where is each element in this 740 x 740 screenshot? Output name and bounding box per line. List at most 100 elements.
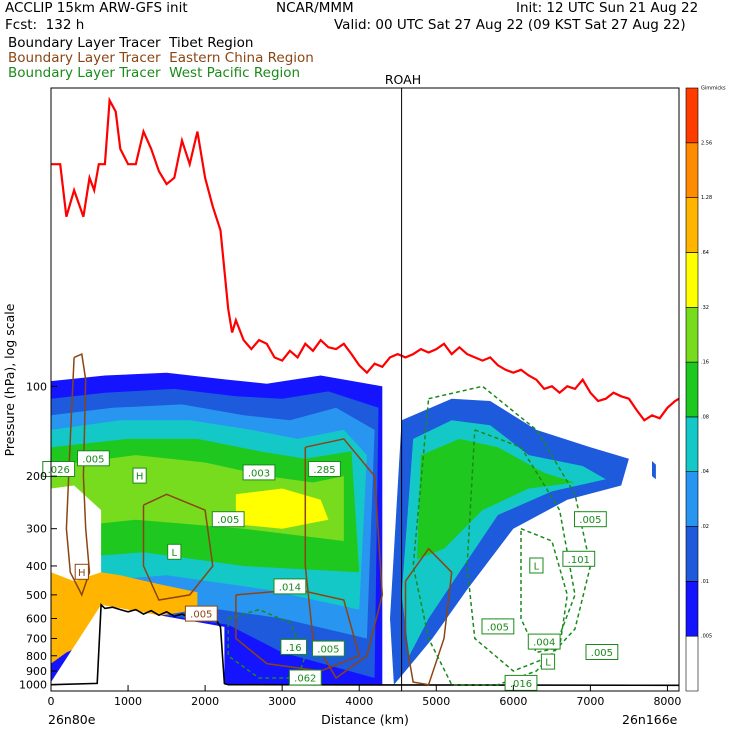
x-tick-label-2000: 2000 [191,695,219,708]
annotation-label-11: .014 [279,582,301,593]
x-right-endpoint: 26n166e [622,712,678,727]
annotation-box-3 [132,467,147,484]
annotation-box-14 [312,640,345,657]
annotation-label-3: H [136,472,144,483]
header-line2-right: Valid: 00 UTC Sat 27 Aug 22 (09 KST Sat … [334,17,686,33]
y-tick-label-200: 200 [26,470,47,483]
tracer-band-isolated [652,461,656,480]
x-tick-label-4000: 4000 [345,695,373,708]
annotation-label-18: .062 [294,674,316,685]
annotation-box-5 [308,461,341,477]
annotation-label-16: .004 [533,638,555,649]
header-line2-left: Fcst: 132 h [5,17,85,33]
legend-entry-tibet: Boundary Layer Tracer Tibet Region [8,35,254,51]
annotation-box-1 [77,450,110,467]
annotation-box-11 [273,578,307,595]
y-tick-label-800: 800 [26,650,47,663]
terrain-layer [50,603,680,687]
annotation-box-0 [74,563,89,580]
annotation-layer: H .005 .026 H .003 .285 .005 .005 L L .101 .014 .005… [42,450,619,691]
y-tick-label-900: 900 [26,665,47,678]
colorbar-label-1: .005 [701,634,712,640]
colorbar-label-7: .32 [701,305,709,311]
annotation-label-13: .16 [286,643,302,654]
colorbar-swatch-0 [685,635,699,692]
y-tick-label-600: 600 [26,612,47,625]
annotation-label-0: H [78,568,86,579]
x-tick-label-7000: 7000 [576,695,604,708]
legend-entry-eastern-china: Boundary Layer Tracer Eastern China Regi… [8,50,314,66]
y-axis-label: Pressure (hPa), log scale [2,303,17,456]
annotation-box-20 [540,653,556,670]
x-tick-label-3000: 3000 [268,695,296,708]
colorbar: .005 .01 .02 .04 .08 .16 .32 .64 1.28 2.56 Gimmick… [685,86,726,692]
annotation-label-14: .005 [317,645,339,656]
annotation-label-17: .005 [591,648,613,659]
annotation-box-16 [527,633,561,650]
annotation-label-5: .285 [313,465,335,476]
annotation-label-20: L [545,658,551,669]
colorbar-swatch-7 [685,252,699,308]
annotation-label-8: L [172,548,178,559]
annotation-box-12 [184,605,218,622]
x-axis: 0 1000 2000 3000 4000 5000 6000 7000 8000 [48,685,681,708]
annotation-box-17 [585,644,619,660]
colorbar-label-4: .04 [701,469,709,475]
annotation-box-9 [529,557,544,574]
marker-label: ROAH [385,72,421,87]
header-line1-left: ACCLIP 15km ARW-GFS init [5,0,188,16]
contour-eastern-china-1 [65,353,91,597]
annotation-box-4 [242,464,276,481]
x-tick-label-1000: 1000 [114,695,142,708]
annotation-box-15 [481,618,515,635]
colorbar-label-3: .02 [701,524,709,530]
annotation-box-10 [562,550,596,567]
colorbar-swatch-1 [685,581,699,637]
y-tick-label-400: 400 [26,560,47,573]
header-line1-right: Init: 12 UTC Sun 21 Aug 22 [516,0,699,16]
annotation-label-4: .003 [248,468,270,479]
annotation-label-2: .026 [48,465,70,476]
colorbar-swatch-3 [685,471,699,527]
annotation-box-13 [280,638,307,655]
colorbar-label-6: .16 [701,360,709,366]
annotation-box-8 [167,543,182,560]
colorbar-label-8: .64 [701,250,709,256]
y-tick-label-300: 300 [26,523,47,536]
annotation-box-18 [288,669,322,686]
colorbar-label-11: Gimmicks [701,86,726,92]
tropopause-line [51,96,680,422]
annotation-label-1: .005 [82,454,104,465]
contour-eastern-china-3 [304,438,384,680]
tracer-fill-layer [51,372,656,691]
contour-west-pacific-1 [412,385,592,686]
tracer-gap-surface [51,604,225,691]
annotation-box-6 [211,511,245,528]
annotation-box-7 [574,511,607,528]
x-left-endpoint: 26n80e [48,712,96,727]
x-tick-label-6000: 6000 [499,695,527,708]
annotation-label-12: .005 [190,610,212,621]
colorbar-swatch-8 [685,197,699,253]
colorbar-swatch-2 [685,526,699,582]
x-axis-label: Distance (km) [321,712,409,727]
y-tick-label-1000: 1000 [19,679,47,692]
x-tick-label-8000: 8000 [653,695,681,708]
colorbar-swatch-10 [685,87,699,144]
colorbar-swatch-4 [685,416,699,472]
y-tick-label-100: 100 [26,380,47,393]
legend-entry-west-pacific: Boundary Layer Tracer West Pacific Regio… [8,65,301,81]
y-tick-label-700: 700 [26,632,47,645]
annotation-label-6: .005 [217,515,239,526]
contour-west-pacific-4 [227,608,307,679]
colorbar-label-10: 2.56 [701,140,712,146]
colorbar-swatch-9 [685,142,699,198]
annotation-label-19: .016 [510,679,532,690]
y-tick-label-500: 500 [26,589,47,602]
colorbar-swatch-5 [685,361,699,418]
annotation-label-9: L [534,562,540,573]
annotation-label-15: .005 [487,622,509,633]
x-tick-label-5000: 5000 [422,695,450,708]
